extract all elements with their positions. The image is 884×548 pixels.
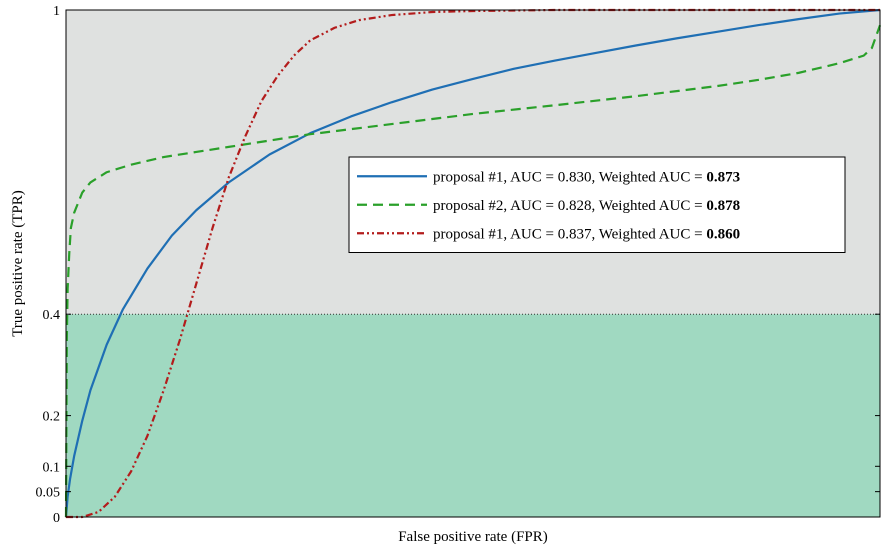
- legend: proposal #1, AUC = 0.830, Weighted AUC =…: [348, 156, 846, 253]
- y-tick-label: 0.2: [43, 410, 61, 425]
- legend-entry-3: proposal #1, AUC = 0.837, Weighted AUC =…: [433, 226, 740, 242]
- plot-frame: [65, 9, 881, 518]
- shaded-region-1: [66, 314, 880, 517]
- legend-weighted-auc: 0.873: [706, 169, 740, 185]
- series-line-1: [64, 8, 881, 518]
- x-axis-label: False positive rate (FPR): [398, 529, 548, 545]
- legend-weighted-auc: 0.878: [706, 198, 740, 214]
- y-tick-label: 0.4: [43, 308, 61, 323]
- legend-entry-label: proposal #1, AUC = 0.837, Weighted AUC =: [433, 226, 706, 242]
- y-tick-label: 0.05: [36, 486, 61, 501]
- y-tick-label: 0.1: [43, 460, 61, 475]
- y-ticks: 0 0.05 0.1 0.2 0.4 1: [36, 4, 880, 526]
- legend-box: [348, 156, 846, 253]
- y-tick-label: 0: [53, 511, 60, 526]
- legend-entry-label: proposal #2, AUC = 0.828, Weighted AUC =: [433, 198, 706, 214]
- series-line-2: [64, 24, 882, 518]
- y-axis-label: True positive rate (TPR): [10, 190, 26, 337]
- legend-entry-label: proposal #1, AUC = 0.830, Weighted AUC =: [433, 169, 706, 185]
- legend-entry-2: proposal #2, AUC = 0.828, Weighted AUC =…: [433, 198, 740, 214]
- y-tick-label: 1: [53, 4, 60, 19]
- series-lines: [64, 8, 882, 519]
- legend-entry-1: proposal #1, AUC = 0.830, Weighted AUC =…: [433, 169, 740, 185]
- shaded-regions: [66, 10, 880, 517]
- legend-weighted-auc: 0.860: [706, 226, 740, 242]
